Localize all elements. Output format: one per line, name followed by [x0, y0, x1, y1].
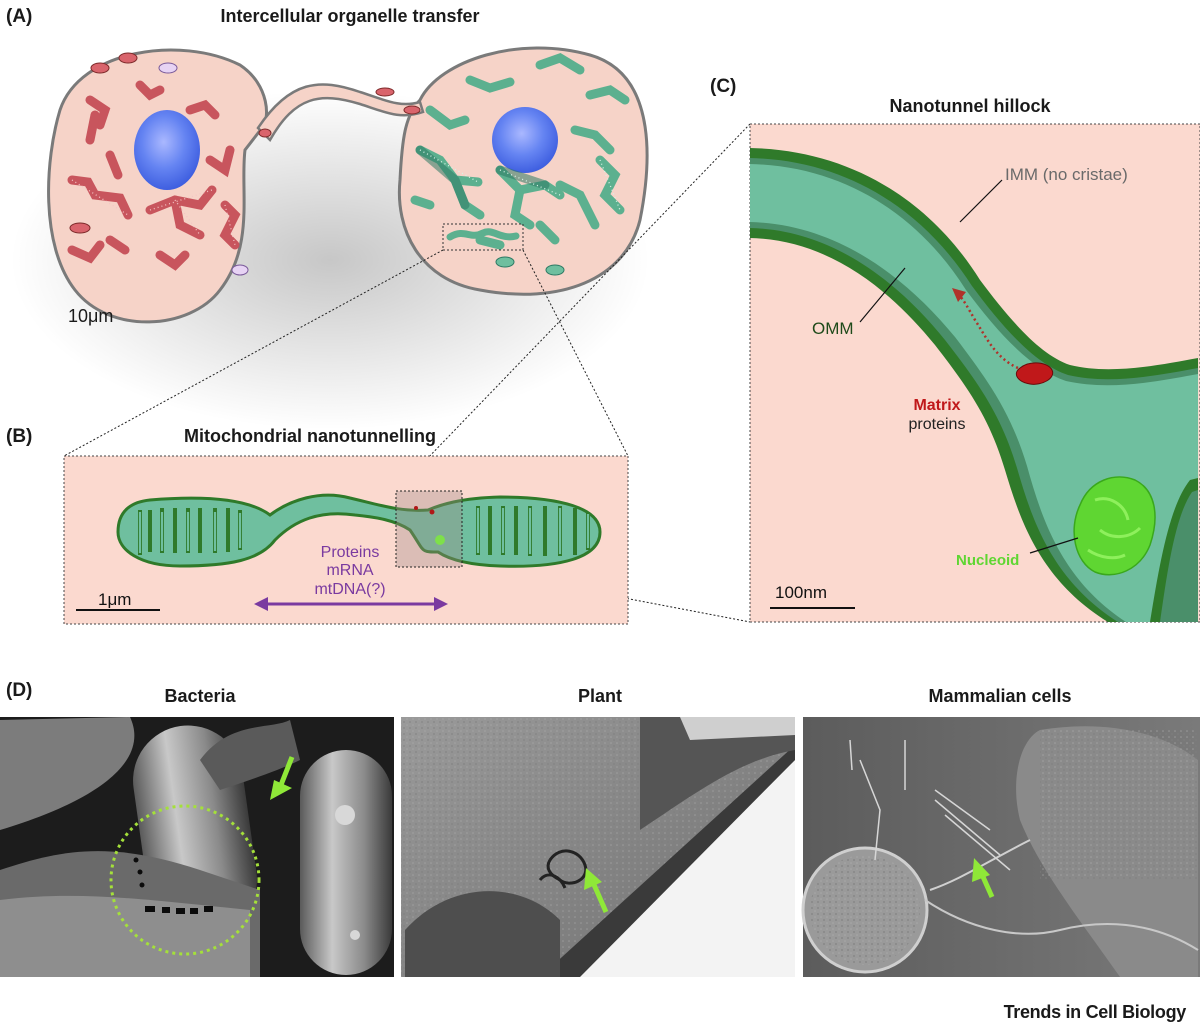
nanotube: [256, 83, 425, 143]
panel-c-title: Nanotunnel hillock: [889, 96, 1051, 116]
plant-image: [401, 717, 795, 977]
bacteria-title: Bacteria: [164, 686, 236, 706]
imm-label: IMM (no cristae): [1005, 165, 1128, 184]
matrix-protein: [1015, 362, 1054, 385]
cargo-mrna: mRNA: [326, 562, 373, 579]
scale-b: 1μm: [98, 590, 131, 609]
panel-b-letter: (B): [6, 426, 33, 447]
mammalian-title: Mammalian cells: [928, 686, 1072, 706]
contact-circle: [109, 804, 261, 956]
journal-name: Trends in Cell Biology: [1003, 1002, 1187, 1022]
zoom-box-b: [395, 490, 463, 568]
zoom-box-a: [442, 223, 524, 251]
panel-c-diagram: [749, 123, 1200, 623]
omm-label: OMM: [812, 319, 854, 338]
cargo-proteins: Proteins: [321, 544, 380, 561]
scale-a: 10μm: [68, 306, 113, 326]
matrix-label: Matrix: [913, 397, 960, 414]
panel-b-title: Mitochondrial nanotunnelling: [184, 426, 436, 446]
scale-c: 100nm: [775, 583, 827, 602]
mammalian-image: [801, 717, 1200, 977]
proteins-label: proteins: [909, 416, 966, 433]
panel-a-title: Intercellular organelle transfer: [220, 6, 480, 26]
cargo-mtdna: mtDNA(?): [314, 581, 385, 598]
panel-a-letter: (A): [6, 6, 33, 27]
right-nucleus: [492, 107, 558, 173]
nucleoid-label: Nucleoid: [956, 552, 1019, 569]
panel-a-diagram: [10, 46, 650, 430]
panel-c-letter: (C): [710, 76, 737, 97]
bacteria-image: [0, 717, 394, 977]
left-mito-cristae: [71, 179, 236, 246]
nucleoid-blob: [1073, 476, 1156, 576]
matrix-path-arrow: [957, 293, 1019, 370]
panel-d-letter: (D): [6, 680, 33, 701]
panel-b-diagram: [63, 455, 629, 625]
left-nucleus: [134, 110, 200, 190]
plant-title: Plant: [577, 686, 622, 706]
